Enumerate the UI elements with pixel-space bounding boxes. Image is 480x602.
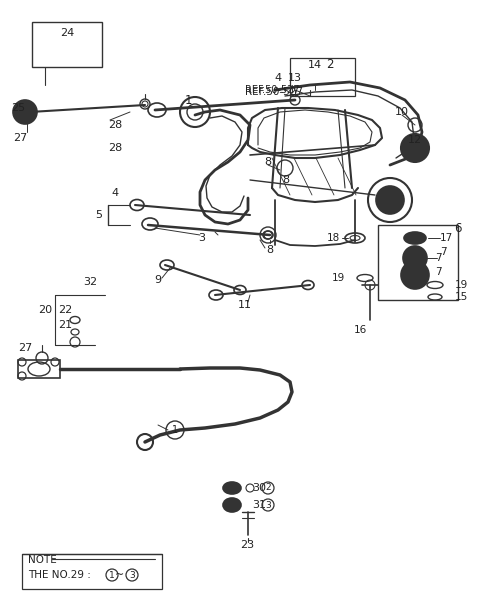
Text: 24: 24 xyxy=(60,28,74,38)
Text: 27: 27 xyxy=(13,133,27,143)
Circle shape xyxy=(376,186,404,214)
Text: 1: 1 xyxy=(184,93,192,107)
Text: REF.50-527: REF.50-527 xyxy=(245,87,303,97)
Text: NOTE: NOTE xyxy=(28,555,57,565)
Text: 8: 8 xyxy=(266,245,274,255)
Text: 27: 27 xyxy=(18,343,32,353)
Text: 30: 30 xyxy=(252,483,266,493)
Text: 18: 18 xyxy=(327,233,340,243)
Text: 12: 12 xyxy=(408,135,422,145)
Bar xyxy=(378,225,458,300)
Text: 19: 19 xyxy=(455,280,468,290)
Text: THE NO.29 :: THE NO.29 : xyxy=(28,570,94,580)
Bar xyxy=(18,360,60,378)
Text: 15: 15 xyxy=(455,292,468,302)
Text: 1: 1 xyxy=(109,571,115,580)
Text: 3: 3 xyxy=(199,233,205,243)
Text: 14: 14 xyxy=(308,60,322,70)
Circle shape xyxy=(13,100,37,124)
Text: 10: 10 xyxy=(395,107,409,117)
Bar xyxy=(22,554,162,589)
Text: 7: 7 xyxy=(435,253,442,263)
Circle shape xyxy=(19,106,31,118)
Text: 4: 4 xyxy=(275,73,282,83)
Ellipse shape xyxy=(404,232,426,244)
Text: 28: 28 xyxy=(108,120,122,130)
Ellipse shape xyxy=(408,235,422,241)
Bar xyxy=(32,22,102,67)
Text: 22: 22 xyxy=(58,305,72,315)
Text: 8: 8 xyxy=(264,157,272,167)
Text: 5: 5 xyxy=(95,210,102,220)
Circle shape xyxy=(383,193,397,207)
Bar xyxy=(290,58,355,96)
Text: 11: 11 xyxy=(238,300,252,310)
Text: 23: 23 xyxy=(240,540,254,550)
Text: 2: 2 xyxy=(326,58,334,72)
Text: 19: 19 xyxy=(332,273,345,283)
Circle shape xyxy=(401,134,429,162)
Text: 28: 28 xyxy=(108,143,122,153)
Text: 21: 21 xyxy=(58,320,72,330)
Circle shape xyxy=(408,268,422,282)
Text: 32: 32 xyxy=(83,277,97,287)
Text: 17: 17 xyxy=(440,233,453,243)
Text: 3: 3 xyxy=(265,500,271,509)
Text: 20: 20 xyxy=(38,305,52,315)
Text: 1: 1 xyxy=(172,425,178,435)
Text: 3: 3 xyxy=(129,571,135,580)
Ellipse shape xyxy=(227,485,237,491)
Ellipse shape xyxy=(227,501,237,509)
Text: 16: 16 xyxy=(353,325,367,335)
Text: 13: 13 xyxy=(288,73,302,83)
Ellipse shape xyxy=(223,482,241,494)
Text: 6: 6 xyxy=(454,222,462,235)
Text: 8: 8 xyxy=(282,175,289,185)
Text: 25: 25 xyxy=(11,103,25,113)
Text: 9: 9 xyxy=(155,275,162,285)
Text: ~: ~ xyxy=(115,570,125,580)
Circle shape xyxy=(409,252,421,264)
Text: 7: 7 xyxy=(435,267,442,277)
Text: 7: 7 xyxy=(440,247,446,257)
Ellipse shape xyxy=(223,498,241,512)
Text: 4: 4 xyxy=(111,188,119,198)
Circle shape xyxy=(403,246,427,270)
Circle shape xyxy=(401,261,429,289)
Text: 31: 31 xyxy=(252,500,266,510)
Text: REF.50-527: REF.50-527 xyxy=(245,85,300,95)
Circle shape xyxy=(408,141,422,155)
Text: 2: 2 xyxy=(265,483,271,492)
